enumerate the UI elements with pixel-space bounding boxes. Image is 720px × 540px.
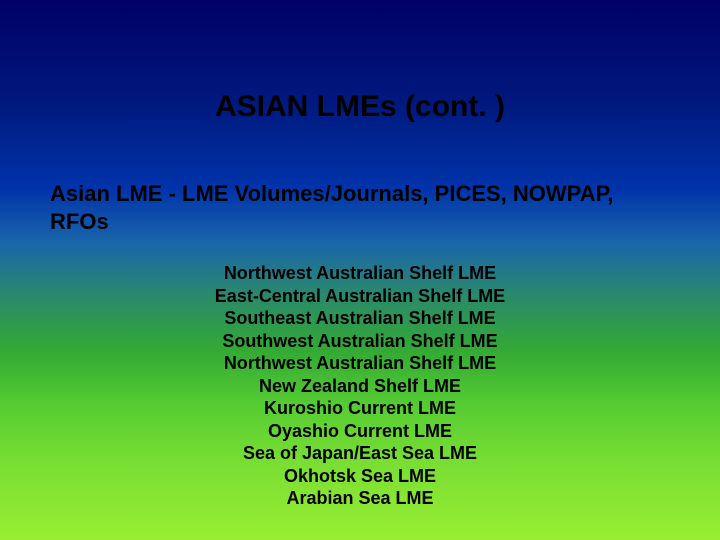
list-item: Arabian Sea LME (0, 487, 720, 510)
slide-subtitle: Asian LME - LME Volumes/Journals, PICES,… (50, 180, 670, 235)
list-item: Northwest Australian Shelf LME (0, 352, 720, 375)
list-item: Kuroshio Current LME (0, 397, 720, 420)
list-item: East-Central Australian Shelf LME (0, 285, 720, 308)
list-item: Sea of Japan/East Sea LME (0, 442, 720, 465)
list-item: Southeast Australian Shelf LME (0, 307, 720, 330)
list-item: Okhotsk Sea LME (0, 465, 720, 488)
lme-list: Northwest Australian Shelf LME East-Cent… (0, 262, 720, 510)
list-item: New Zealand Shelf LME (0, 375, 720, 398)
list-item: Southwest Australian Shelf LME (0, 330, 720, 353)
slide-title: ASIAN LMEs (cont. ) (0, 90, 720, 124)
slide: ASIAN LMEs (cont. ) Asian LME - LME Volu… (0, 0, 720, 540)
list-item: Oyashio Current LME (0, 420, 720, 443)
list-item: Northwest Australian Shelf LME (0, 262, 720, 285)
